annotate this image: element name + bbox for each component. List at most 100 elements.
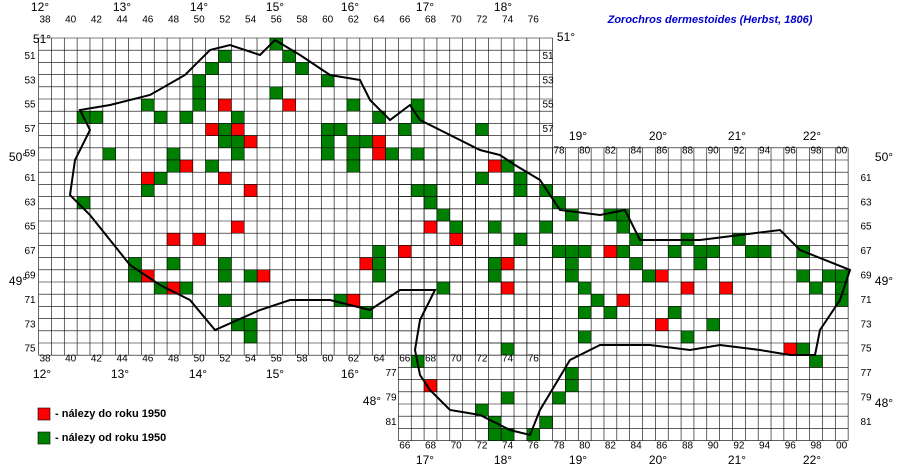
record-square [218, 257, 232, 271]
column-label: 98 [810, 441, 822, 452]
column-label: 58 [296, 354, 308, 365]
record-square [231, 220, 245, 234]
longitude-label: 13° [113, 0, 131, 14]
record-square [500, 281, 515, 295]
longitude-label: 21° [728, 453, 746, 467]
latitude-label: 50° [9, 150, 27, 164]
column-label: 90 [708, 146, 720, 157]
record-square [346, 147, 361, 161]
record-square [166, 232, 181, 246]
record-square [693, 257, 708, 271]
row-label: 73 [860, 319, 872, 330]
record-square [359, 257, 373, 271]
column-label: 64 [374, 354, 386, 365]
record-square [410, 147, 425, 161]
record-square [192, 86, 206, 100]
record-square [423, 196, 438, 210]
column-label: 50 [194, 354, 206, 365]
column-label: 80 [579, 146, 591, 157]
country-border [68, 38, 852, 437]
column-label: 70 [451, 441, 463, 452]
record-square [192, 232, 206, 246]
column-label: 52 [219, 15, 231, 26]
record-square [282, 98, 296, 112]
column-label: 72 [476, 15, 488, 26]
longitude-label: 15° [266, 0, 284, 14]
row-label: 75 [24, 344, 36, 355]
column-label: 78 [553, 441, 565, 452]
record-square [488, 257, 502, 271]
record-square [667, 306, 682, 319]
record-square [706, 245, 720, 258]
record-square [398, 123, 412, 136]
latitude-label: 51° [33, 32, 51, 46]
legend-swatch [37, 407, 51, 421]
row-label: 81 [385, 417, 397, 428]
row-label: 71 [860, 295, 872, 306]
longitude-label: 17° [416, 0, 434, 14]
row-label: 73 [24, 319, 36, 330]
record-square [141, 171, 155, 185]
column-label: 58 [296, 15, 308, 26]
record-square [218, 135, 232, 149]
column-label: 68 [425, 354, 437, 365]
record-square [410, 184, 425, 197]
longitude-label: 21° [728, 129, 746, 143]
record-square [89, 110, 104, 124]
record-square [436, 208, 451, 222]
record-square [128, 269, 142, 283]
column-label: 94 [759, 441, 771, 452]
record-square [243, 135, 258, 149]
record-square [423, 220, 438, 234]
record-square [372, 135, 386, 149]
record-square [500, 391, 515, 405]
column-label: 00 [836, 441, 848, 452]
record-square [205, 123, 219, 136]
row-label: 67 [860, 246, 872, 257]
column-label: 72 [476, 441, 488, 452]
column-label: 98 [810, 146, 822, 157]
row-label: 63 [860, 197, 872, 208]
record-square [346, 98, 361, 112]
column-label: 66 [399, 441, 411, 452]
record-square [488, 269, 502, 283]
column-label: 60 [322, 15, 334, 26]
record-square [372, 257, 386, 271]
column-label: 60 [322, 354, 334, 365]
longitude-label: 22° [803, 129, 821, 143]
row-label: 81 [860, 417, 872, 428]
row-label: 69 [24, 271, 36, 282]
column-label: 92 [733, 146, 745, 157]
record-square [192, 98, 206, 112]
record-square [295, 62, 309, 75]
column-label: 48 [168, 354, 180, 365]
record-square [205, 159, 219, 173]
record-square [577, 245, 592, 258]
longitude-label: 22° [803, 453, 821, 467]
record-square [218, 123, 232, 136]
column-label: 70 [451, 15, 463, 26]
record-square [372, 245, 386, 258]
record-square [243, 184, 258, 197]
row-label: 53 [24, 75, 36, 86]
longitude-label: 12° [31, 0, 49, 14]
row-label: 55 [542, 100, 554, 111]
column-label: 76 [528, 441, 540, 452]
record-square [398, 245, 412, 258]
longitude-label: 19° [569, 453, 587, 467]
column-label: 54 [245, 354, 257, 365]
column-label: 56 [271, 15, 283, 26]
column-label: 80 [579, 441, 591, 452]
record-square [706, 318, 720, 332]
record-square [475, 171, 489, 185]
record-square [179, 159, 194, 173]
record-square [629, 257, 643, 271]
row-label: 61 [860, 173, 872, 184]
column-label: 86 [656, 441, 668, 452]
record-square [282, 49, 296, 63]
record-square [552, 391, 566, 405]
record-square [655, 318, 669, 332]
record-square [449, 220, 463, 234]
latitude-label: 50° [875, 150, 893, 164]
